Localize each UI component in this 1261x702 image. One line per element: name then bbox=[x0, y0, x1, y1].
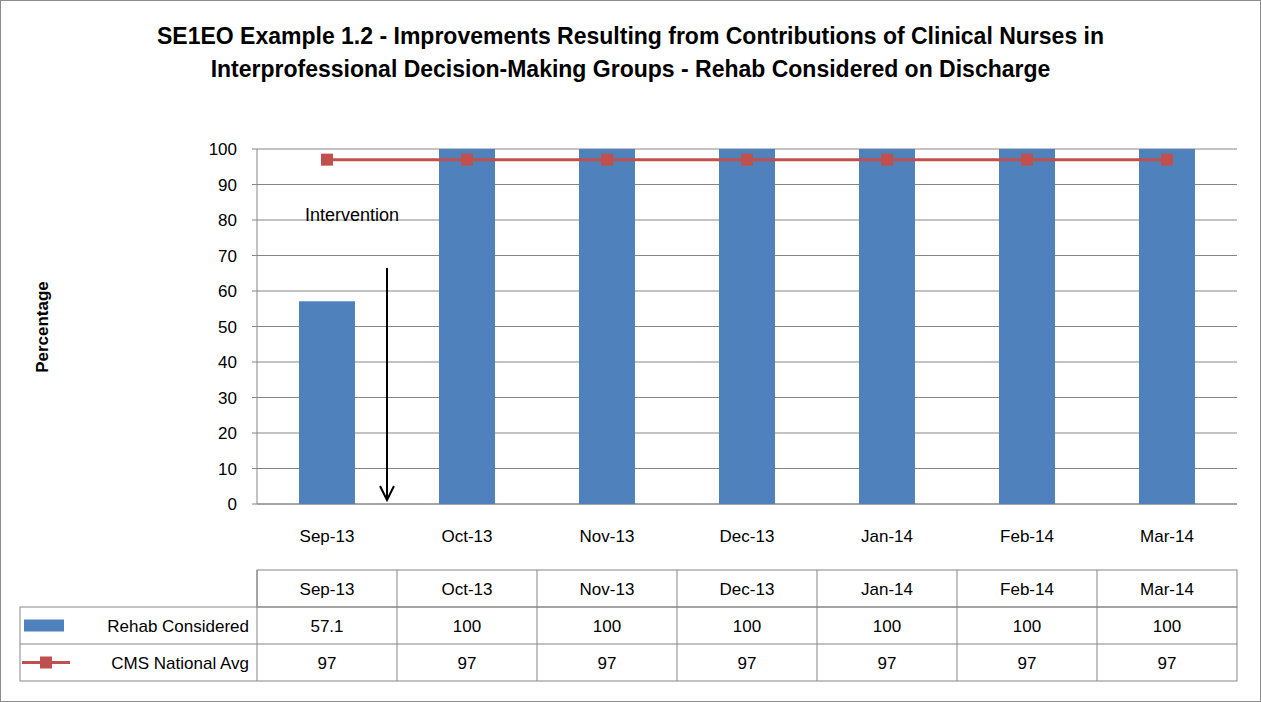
annotation-arrow bbox=[386, 268, 388, 498]
y-tick bbox=[252, 468, 257, 469]
legend-entry: CMS National Avg bbox=[111, 654, 249, 673]
table-col-line bbox=[957, 570, 958, 681]
y-axis bbox=[257, 149, 258, 504]
legend-key bbox=[24, 620, 64, 632]
x-tick-label: Mar-14 bbox=[1140, 527, 1194, 546]
table-body bbox=[20, 607, 1237, 681]
table-value: 100 bbox=[1153, 617, 1181, 636]
y-axis-label: Percentage bbox=[33, 281, 52, 373]
table-value: 57.1 bbox=[310, 617, 343, 636]
y-tick-label: 80 bbox=[218, 211, 237, 230]
bar bbox=[859, 149, 915, 504]
table-row-line bbox=[20, 644, 1237, 645]
y-tick bbox=[252, 504, 257, 505]
chart: SE1EO Example 1.2 - Improvements Resulti… bbox=[0, 0, 1261, 702]
bar bbox=[579, 149, 635, 504]
y-tick bbox=[252, 433, 257, 434]
table-value: 97 bbox=[878, 654, 897, 673]
table-header: Nov-13 bbox=[580, 580, 635, 599]
table-col-line bbox=[677, 570, 678, 681]
y-tick bbox=[252, 397, 257, 398]
table-header: Feb-14 bbox=[1000, 580, 1054, 599]
data-table: Sep-13 Oct-13 Nov-13 Dec-13 Jan-14 Feb-14 Mar-… bbox=[20, 570, 1237, 681]
table-value: 97 bbox=[598, 654, 617, 673]
marker bbox=[461, 154, 473, 166]
bar bbox=[999, 149, 1055, 504]
table-value: 100 bbox=[593, 617, 621, 636]
table-value: 97 bbox=[318, 654, 337, 673]
table-col-line bbox=[397, 570, 398, 681]
table-col-line bbox=[817, 570, 818, 681]
table-header: Mar-14 bbox=[1140, 580, 1194, 599]
y-tick-label: 90 bbox=[218, 176, 237, 195]
y-tick-label: 40 bbox=[218, 353, 237, 372]
title-line: Interprofessional Decision-Making Groups… bbox=[211, 56, 1051, 82]
x-tick-label: Jan-14 bbox=[861, 527, 913, 546]
y-tick-label: 30 bbox=[218, 389, 237, 408]
table-value: 100 bbox=[1013, 617, 1041, 636]
marker bbox=[741, 154, 753, 166]
table-value: 97 bbox=[1018, 654, 1037, 673]
marker bbox=[1021, 154, 1033, 166]
y-tick bbox=[252, 255, 257, 256]
table-header: Sep-13 bbox=[300, 580, 355, 599]
chart-frame bbox=[1, 1, 1261, 702]
marker bbox=[1161, 154, 1173, 166]
y-tick-label: 70 bbox=[218, 247, 237, 266]
bar bbox=[299, 301, 355, 504]
table-col-line bbox=[257, 570, 258, 681]
y-tick-label: 0 bbox=[228, 495, 237, 514]
table-header: Oct-13 bbox=[441, 580, 492, 599]
title: SE1EO Example 1.2 - Improvements Resulti… bbox=[157, 23, 1104, 82]
x-tick-label: Oct-13 bbox=[441, 527, 492, 546]
table-header: Jan-14 bbox=[861, 580, 913, 599]
x-tick-label: Feb-14 bbox=[1000, 527, 1054, 546]
bar bbox=[439, 149, 495, 504]
y-tick-label: 50 bbox=[218, 318, 237, 337]
y-tick-label: 60 bbox=[218, 282, 237, 301]
table-value: 97 bbox=[738, 654, 757, 673]
plot-area bbox=[299, 149, 1195, 504]
table-value: 100 bbox=[453, 617, 481, 636]
table-col-line bbox=[537, 570, 538, 681]
y-tick-label: 20 bbox=[218, 424, 237, 443]
x-tick-label: Dec-13 bbox=[720, 527, 775, 546]
table-value: 100 bbox=[733, 617, 761, 636]
y-tick bbox=[252, 291, 257, 292]
marker bbox=[881, 154, 893, 166]
annotation: Intervention bbox=[305, 205, 399, 225]
bar bbox=[719, 149, 775, 504]
marker bbox=[601, 154, 613, 166]
y-tick-label: 10 bbox=[218, 460, 237, 479]
marker bbox=[321, 154, 333, 166]
y-tick-label: 100 bbox=[209, 140, 237, 159]
y-tick bbox=[252, 362, 257, 363]
annotation-arrowhead bbox=[380, 486, 394, 500]
y-tick bbox=[252, 149, 257, 150]
legend-key-marker bbox=[40, 657, 52, 669]
legend-entry: Rehab Considered bbox=[107, 617, 249, 636]
y-tick bbox=[252, 326, 257, 327]
table-value: 100 bbox=[873, 617, 901, 636]
x-tick-label: Sep-13 bbox=[300, 527, 355, 546]
table-value: 97 bbox=[1158, 654, 1177, 673]
title-line: SE1EO Example 1.2 - Improvements Resulti… bbox=[157, 23, 1104, 49]
table-header: Dec-13 bbox=[720, 580, 775, 599]
x-tick-label: Nov-13 bbox=[580, 527, 635, 546]
y-tick bbox=[252, 184, 257, 185]
table-value: 97 bbox=[458, 654, 477, 673]
y-tick bbox=[252, 220, 257, 221]
table-header-cell bbox=[257, 570, 1237, 607]
table-col-line bbox=[1097, 570, 1098, 681]
bar bbox=[1139, 149, 1195, 504]
